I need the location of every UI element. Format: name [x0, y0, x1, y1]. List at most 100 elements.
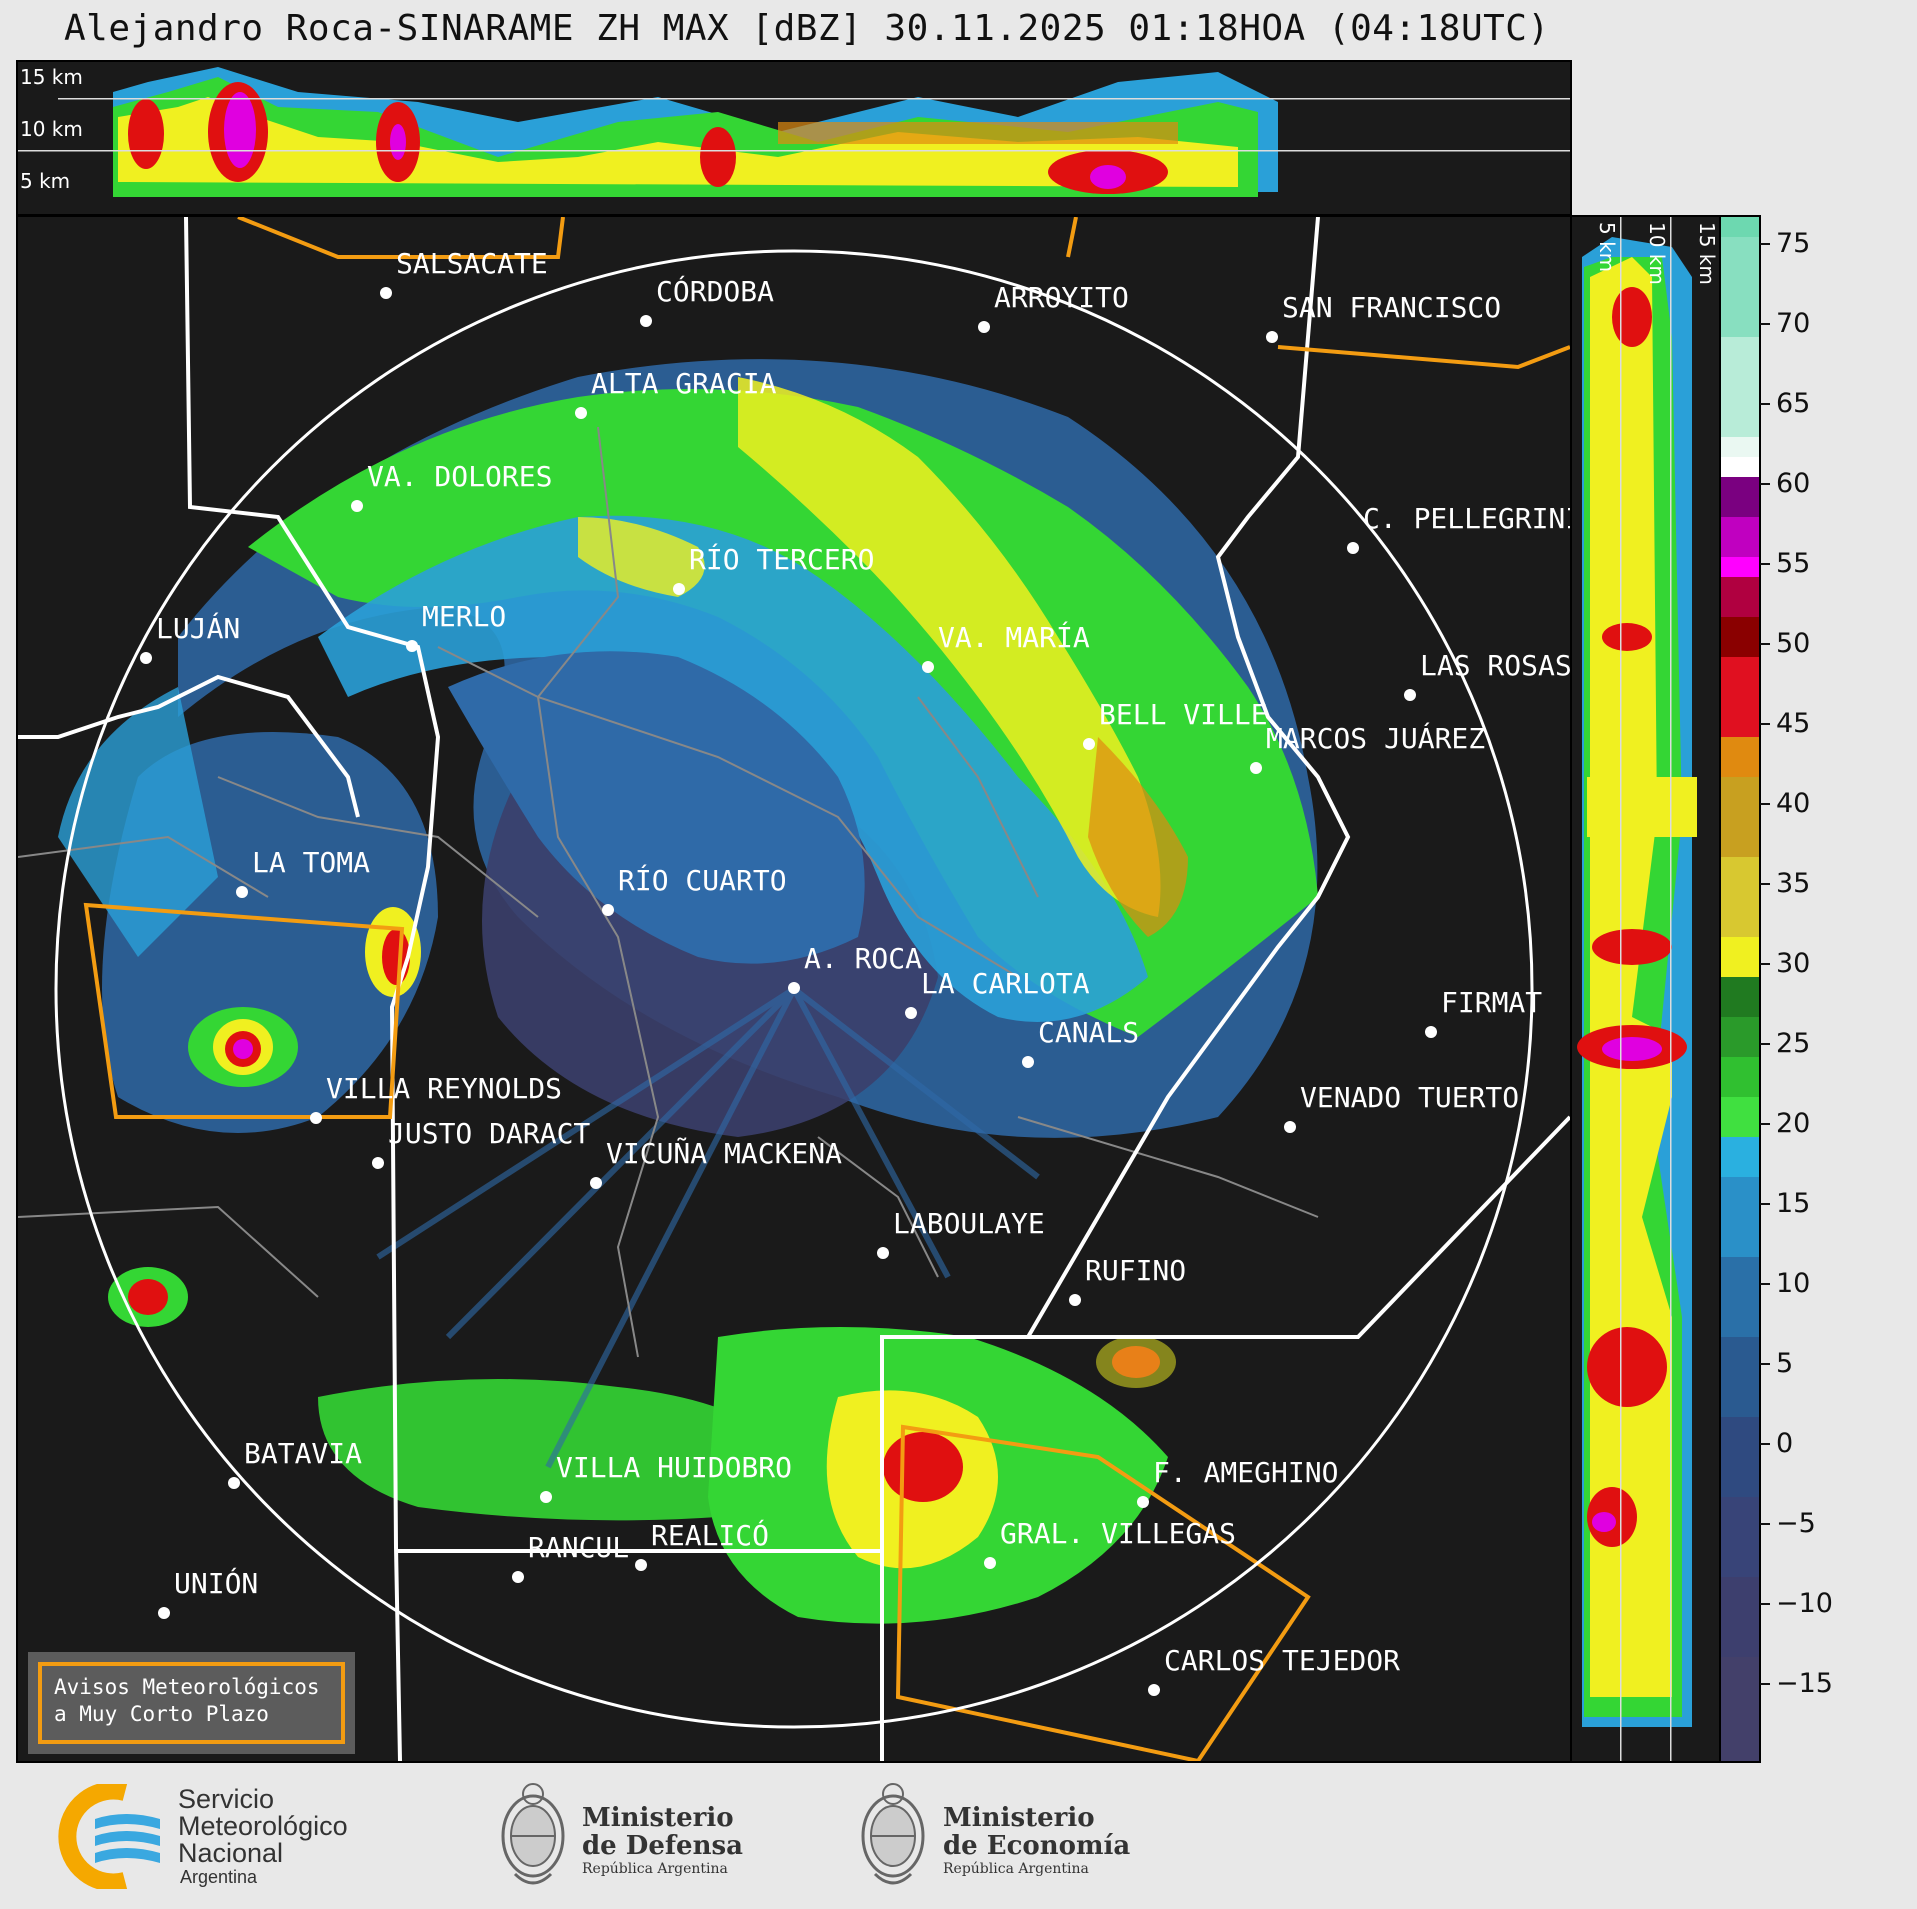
colorbar-label: 60	[1776, 468, 1811, 499]
city-label-rio-tercero: RÍO TERCERO	[689, 542, 874, 576]
city-las-rosas: LAS ROSAS	[1404, 649, 1570, 701]
city-va-dolores: VA. DOLORES	[351, 460, 552, 512]
side-cross-section: 5 km 10 km 15 km	[1570, 215, 1722, 1763]
city-label-venado-tuerto: VENADO TUERTO	[1300, 1081, 1519, 1114]
city-label-villa-reynolds: VILLA REYNOLDS	[326, 1072, 562, 1105]
city-justo-daract: JUSTO DARACT	[372, 1117, 590, 1169]
top-strip-label-15km: 15 km	[20, 65, 83, 89]
city-label-realico: REALICÓ	[651, 1518, 769, 1552]
city-label-rancul: RANCUL	[528, 1531, 629, 1564]
city-c-pellegrini: C. PELLEGRINI	[1347, 502, 1570, 554]
colorbar-tick	[1760, 643, 1770, 645]
city-label-vicuna-mackena: VICUÑA MACKENA	[606, 1136, 842, 1170]
colorbar-label: 0	[1776, 1428, 1794, 1459]
city-label-alta-gracia: ALTA GRACIA	[591, 367, 777, 400]
warning-legend-line1: Avisos Meteorológicos	[54, 1675, 320, 1699]
city-canals: CANALS	[1022, 1016, 1139, 1068]
side-strip-label-5km: 5 km	[1595, 222, 1619, 272]
colorbar-label: 35	[1776, 868, 1811, 899]
colorbar-tick	[1760, 243, 1770, 245]
city-firmat: FIRMAT	[1425, 986, 1542, 1038]
colorbar-label: 10	[1776, 1268, 1811, 1299]
city-carlos-tejedor: CARLOS TEJEDOR	[1148, 1644, 1400, 1696]
city-salsacate: SALSACATE	[380, 247, 548, 299]
smn-line3: Nacional	[178, 1838, 284, 1868]
city-villa-huidobro: VILLA HUIDOBRO	[540, 1451, 792, 1503]
city-f-ameghino: F. AMEGHINO	[1137, 1456, 1338, 1508]
city-label-bell-ville: BELL VILLE	[1099, 698, 1268, 731]
city-label-lujan: LUJÁN	[156, 611, 240, 645]
defensa-line1: Ministerio	[582, 1803, 734, 1833]
city-bell-ville: BELL VILLE	[1083, 698, 1268, 750]
smn-line1: Servicio	[178, 1784, 275, 1814]
smn-logo-icon	[58, 1784, 160, 1889]
colorbar-tick	[1760, 883, 1770, 885]
colorbar-label: 15	[1776, 1188, 1811, 1219]
radar-title: Alejandro Roca-SINARAME ZH MAX [dBZ] 30.…	[64, 8, 1550, 49]
colorbar-label: −10	[1776, 1588, 1833, 1619]
colorbar-label: 70	[1776, 308, 1811, 339]
city-laboulaye: LABOULAYE	[877, 1207, 1045, 1259]
side-strip-label-15km: 15 km	[1695, 222, 1719, 285]
colorbar-label: 50	[1776, 628, 1811, 659]
colorbar-tick	[1760, 1043, 1770, 1045]
city-arroyito: ARROYITO	[978, 281, 1129, 333]
colorbar-tick	[1760, 403, 1770, 405]
city-lujan: LUJÁN	[140, 611, 240, 664]
city-gral-villegas: GRAL. VILLEGAS	[984, 1517, 1236, 1569]
colorbar-tick	[1760, 563, 1770, 565]
colorbar-tick	[1760, 963, 1770, 965]
city-villa-reynolds: VILLA REYNOLDS	[310, 1072, 562, 1124]
warning-legend-line2: a Muy Corto Plazo	[54, 1702, 269, 1726]
city-label-cordoba: CÓRDOBA	[656, 274, 774, 308]
smn-line4: Argentina	[180, 1867, 258, 1887]
colorbar-label: 65	[1776, 388, 1811, 419]
colorbar-label: 30	[1776, 948, 1811, 979]
defensa-line2: de Defensa	[582, 1831, 743, 1861]
city-label-san-francisco: SAN FRANCISCO	[1282, 291, 1501, 324]
city-label-c-pellegrini: C. PELLEGRINI	[1363, 502, 1570, 535]
footer: Servicio Meteorológico Nacional Argentin…	[0, 1764, 1917, 1909]
colorbar-label: 55	[1776, 548, 1811, 579]
city-label-va-maria: VA. MARÍA	[938, 620, 1090, 654]
city-label-villa-huidobro: VILLA HUIDOBRO	[556, 1451, 792, 1484]
colorbar-tick	[1760, 1123, 1770, 1125]
city-label-arroyito: ARROYITO	[994, 281, 1129, 314]
city-marcos-juarez: MARCOS JUÁREZ	[1250, 721, 1485, 774]
city-label-justo-daract: JUSTO DARACT	[388, 1117, 590, 1150]
warning-legend-box: Avisos Meteorológicos a Muy Corto Plazo	[28, 1652, 355, 1754]
city-label-firmat: FIRMAT	[1441, 986, 1542, 1019]
defensa-line3: República Argentina	[582, 1861, 728, 1877]
city-label-la-toma: LA TOMA	[252, 846, 370, 879]
city-realico: REALICÓ	[635, 1518, 769, 1571]
city-rio-cuarto: RÍO CUARTO	[602, 863, 787, 916]
city-rio-tercero: RÍO TERCERO	[673, 542, 874, 595]
colorbar-label: 20	[1776, 1108, 1811, 1139]
city-label-f-ameghino: F. AMEGHINO	[1153, 1456, 1338, 1489]
city-vicuna-mackena: VICUÑA MACKENA	[590, 1136, 842, 1189]
colorbar-tick	[1760, 1523, 1770, 1525]
city-cordoba: CÓRDOBA	[640, 274, 774, 327]
city-label-carlos-tejedor: CARLOS TEJEDOR	[1164, 1644, 1400, 1677]
colorbar-tick	[1760, 323, 1770, 325]
city-a-roca: A. ROCA	[788, 942, 922, 994]
side-strip-label-10km: 10 km	[1645, 222, 1669, 285]
city-label-las-rosas: LAS ROSAS	[1420, 649, 1570, 682]
coat-of-arms-icon	[861, 1783, 925, 1885]
city-la-toma: LA TOMA	[236, 846, 370, 898]
colorbar-label: 45	[1776, 708, 1811, 739]
colorbar-tick	[1760, 1363, 1770, 1365]
city-la-carlota: LA CARLOTA	[905, 967, 1090, 1019]
smn-logo-text: Servicio Meteorológico Nacional Argentin…	[178, 1784, 348, 1888]
smn-line2: Meteorológico	[178, 1811, 348, 1841]
city-merlo: MERLO	[406, 600, 506, 652]
colorbar-label: 5	[1776, 1348, 1794, 1379]
radar-map[interactable]: SALSACATE CÓRDOBA ARROYITO SAN FRANCISCO…	[16, 215, 1572, 1763]
city-label-a-roca: A. ROCA	[804, 942, 922, 975]
colorbar-label: −5	[1776, 1508, 1816, 1539]
city-alta-gracia: ALTA GRACIA	[575, 367, 777, 419]
city-rancul: RANCUL	[512, 1531, 629, 1583]
city-label-merlo: MERLO	[422, 600, 506, 633]
city-venado-tuerto: VENADO TUERTO	[1284, 1081, 1519, 1133]
city-san-francisco: SAN FRANCISCO	[1266, 291, 1501, 343]
